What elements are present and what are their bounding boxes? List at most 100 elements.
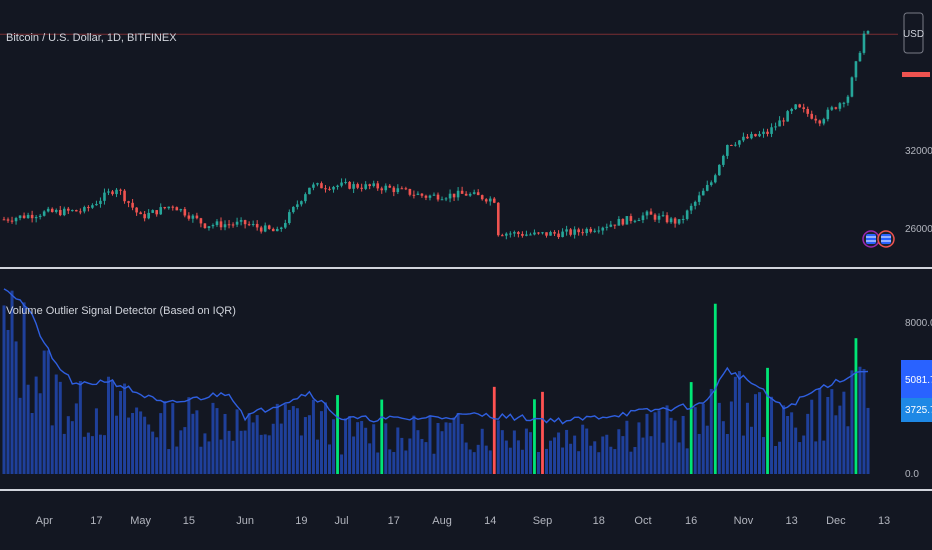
candle-body [30, 214, 34, 219]
candle-body [778, 120, 781, 127]
volume-bar [420, 438, 424, 474]
candle-body [275, 228, 279, 232]
volume-bar [319, 411, 323, 474]
volume-bar [223, 413, 227, 474]
volume-bar [203, 433, 207, 474]
candle-body [360, 187, 363, 189]
candle-body [288, 212, 291, 224]
candle-body [396, 188, 400, 193]
volume-bar [340, 454, 344, 474]
signal-bar-up [854, 338, 858, 474]
volume-bar [332, 419, 336, 474]
indicator-axis[interactable]: 8000.0 5081.7 3725.7 0.0 [901, 318, 932, 480]
volume-bar [2, 305, 6, 474]
time-axis-label: Jun [236, 515, 254, 527]
candle-body [151, 210, 154, 213]
volume-bar [866, 407, 870, 474]
volume-bar [119, 390, 123, 474]
time-axis[interactable]: Apr 17 May 15 Jun 19 Jul 17 Aug 14 Sep 18 Oct 16 Nov 13… [36, 515, 891, 527]
event-flag-icon[interactable] [862, 230, 880, 248]
volume-bar [468, 449, 472, 474]
candle-body [312, 184, 315, 188]
volume-bar [235, 409, 239, 474]
volume-bar [665, 405, 669, 474]
event-flag-icon[interactable] [877, 230, 895, 248]
candle-body [99, 200, 102, 204]
candle-body [380, 188, 384, 191]
volume-bar [472, 452, 476, 474]
candle-body [826, 109, 830, 120]
candle-body [533, 232, 536, 235]
candle-body [364, 184, 367, 189]
volume-bar [512, 430, 516, 474]
volume-bar [251, 422, 255, 474]
candle-body [501, 235, 504, 237]
candle-body [545, 232, 548, 236]
volume-bar [171, 403, 175, 474]
volume-bar [528, 432, 532, 474]
volume-bar [291, 406, 295, 474]
candle-body [384, 185, 388, 191]
volume-bar [376, 452, 380, 474]
threshold-line [3, 288, 869, 425]
candle-body [521, 233, 524, 236]
signal-bar-up [380, 399, 384, 474]
signal-bar-up [689, 382, 693, 474]
volume-bar [569, 443, 573, 474]
candle-body [191, 215, 195, 219]
candle-body [211, 225, 215, 227]
volume-bar [725, 434, 729, 474]
candle-body [597, 230, 601, 232]
candle-body [344, 181, 347, 183]
volume-bar [669, 417, 673, 474]
volume-bar [846, 426, 850, 474]
volume-bar [6, 329, 10, 474]
volume-bar [432, 453, 436, 474]
price-pane[interactable]: Bitcoin / U.S. Dollar, 1D, BITFINEX [0, 30, 898, 240]
volume-bar [589, 445, 593, 474]
candle-body [496, 202, 500, 236]
candle-body [159, 207, 163, 215]
volume-bar [34, 376, 38, 474]
candle-body [806, 108, 810, 114]
volume-bar [70, 421, 74, 474]
volume-bar [593, 441, 597, 474]
candle-body [730, 144, 733, 146]
candle-body [621, 219, 625, 225]
candle-body [271, 228, 275, 232]
volume-bar [480, 428, 484, 474]
candle-body [103, 192, 106, 201]
volume-bar [219, 439, 223, 474]
volume-bar [709, 388, 713, 474]
volume-bar [749, 426, 753, 474]
currency-button[interactable] [903, 12, 924, 54]
candle-body [135, 207, 138, 213]
indicator-pane[interactable]: Volume Outlier Signal Detector (Based on… [2, 288, 870, 474]
candle-body [400, 188, 404, 190]
candle-body [625, 216, 629, 225]
candle-body [26, 214, 30, 219]
value-badge-lower [901, 398, 932, 422]
candle-body [131, 202, 134, 208]
volume-bar [307, 415, 311, 474]
candle-body [705, 184, 709, 191]
price-axis[interactable]: USD 32000.0 26000.0 [902, 12, 932, 235]
candle-body [119, 189, 122, 191]
volume-bar [609, 446, 613, 474]
volume-bar [504, 440, 508, 474]
volume-bar [794, 427, 798, 474]
candle-body [187, 215, 191, 219]
volume-bar [545, 448, 549, 474]
event-flags[interactable] [862, 230, 895, 248]
candle-body [424, 195, 428, 198]
volume-bar [259, 434, 263, 474]
volume-bar [617, 429, 621, 474]
candle-body [259, 227, 263, 232]
indicator-title: Volume Outlier Signal Detector (Based on… [6, 305, 236, 317]
volume-bar [782, 405, 786, 474]
volume-bar [183, 427, 187, 474]
candle-body [505, 233, 508, 236]
candle-body [452, 193, 456, 198]
volume-bar [440, 431, 444, 474]
